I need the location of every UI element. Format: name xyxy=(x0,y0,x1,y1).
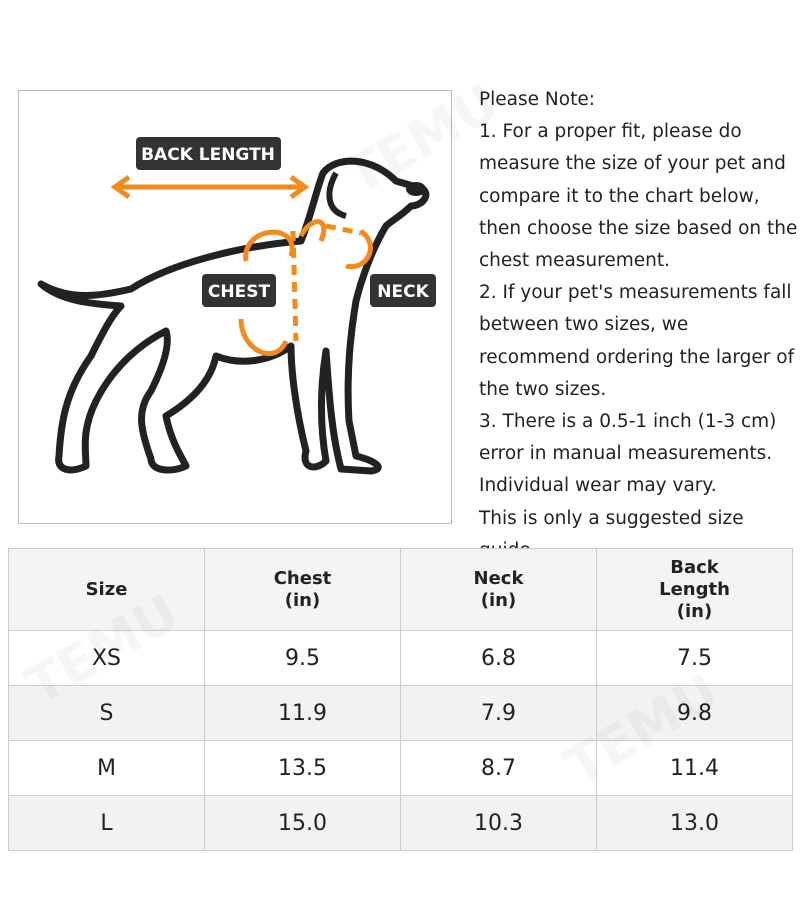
chest-label: CHEST xyxy=(208,282,271,302)
chest-arrow xyxy=(238,229,295,356)
dog-illustration: BACK LENGTH CHEST NECK xyxy=(37,137,436,475)
neck-dashed xyxy=(325,223,362,236)
back-length-arrow xyxy=(110,174,310,200)
header-cell: Neck (in) xyxy=(400,548,597,631)
note-item: 1. For a proper fit, please do measure t… xyxy=(479,121,798,272)
table-cell: 6.8 xyxy=(400,630,597,686)
label-box xyxy=(136,137,281,170)
header-text: Chest (in) xyxy=(273,567,332,611)
header-cell: Back Length (in) xyxy=(596,548,793,631)
header-cell: Size xyxy=(8,548,205,631)
dog-outline xyxy=(37,157,430,475)
table-cell: 9.5 xyxy=(204,630,401,686)
label-box xyxy=(202,274,276,307)
table-body: XS 9.5 6.8 7.5 S 11.9 7.9 9.8 M 13.5 8.7 11.4 L 15.0 1… xyxy=(8,630,793,851)
back-length-label: BACK LENGTH xyxy=(141,145,275,165)
header-row: Size Chest (in) Neck (in) Back Length (in) xyxy=(8,548,793,631)
dog-nose xyxy=(406,182,426,196)
table-cell: 15.0 xyxy=(204,795,401,851)
neck-arrow xyxy=(298,219,373,270)
note-item: 2. If your pet's measurements fall betwe… xyxy=(479,282,795,400)
table-cell: 8.7 xyxy=(400,740,597,796)
header-text: Neck (in) xyxy=(473,567,524,611)
table-cell: L xyxy=(8,795,205,851)
table-row: S 11.9 7.9 9.8 xyxy=(8,685,793,741)
neck-label: NECK xyxy=(377,282,429,302)
table-cell: 13.5 xyxy=(204,740,401,796)
header-cell: Chest (in) xyxy=(204,548,401,631)
label-box xyxy=(370,274,436,307)
table-cell: 11.4 xyxy=(596,740,793,796)
table-row: L 15.0 10.3 13.0 xyxy=(8,795,793,851)
note-heading: Please Note: xyxy=(479,89,595,110)
size-table: Size Chest (in) Neck (in) Back Length (in) … xyxy=(8,548,793,851)
table-cell: 11.9 xyxy=(204,685,401,741)
table-cell: S xyxy=(8,685,205,741)
table-cell: 10.3 xyxy=(400,795,597,851)
table-cell: XS xyxy=(8,630,205,686)
dog-ear xyxy=(326,171,348,219)
table-cell: 9.8 xyxy=(596,685,793,741)
note-item: 3. There is a 0.5-1 inch (1-3 cm) error … xyxy=(479,411,777,497)
table-cell: 7.9 xyxy=(400,685,597,741)
table-cell: 13.0 xyxy=(596,795,793,851)
table-cell: 7.5 xyxy=(596,630,793,686)
header-text: Size xyxy=(85,578,128,600)
table-row: XS 9.5 6.8 7.5 xyxy=(8,630,793,686)
table-row: M 13.5 8.7 11.4 xyxy=(8,740,793,796)
notes: Please Note: 1. For a proper fit, please… xyxy=(479,84,800,567)
header-text: Back Length (in) xyxy=(659,556,730,622)
dog-diagram: BACK LENGTH CHEST NECK xyxy=(18,90,452,524)
table-cell: M xyxy=(8,740,205,796)
chest-dashed xyxy=(290,230,299,342)
